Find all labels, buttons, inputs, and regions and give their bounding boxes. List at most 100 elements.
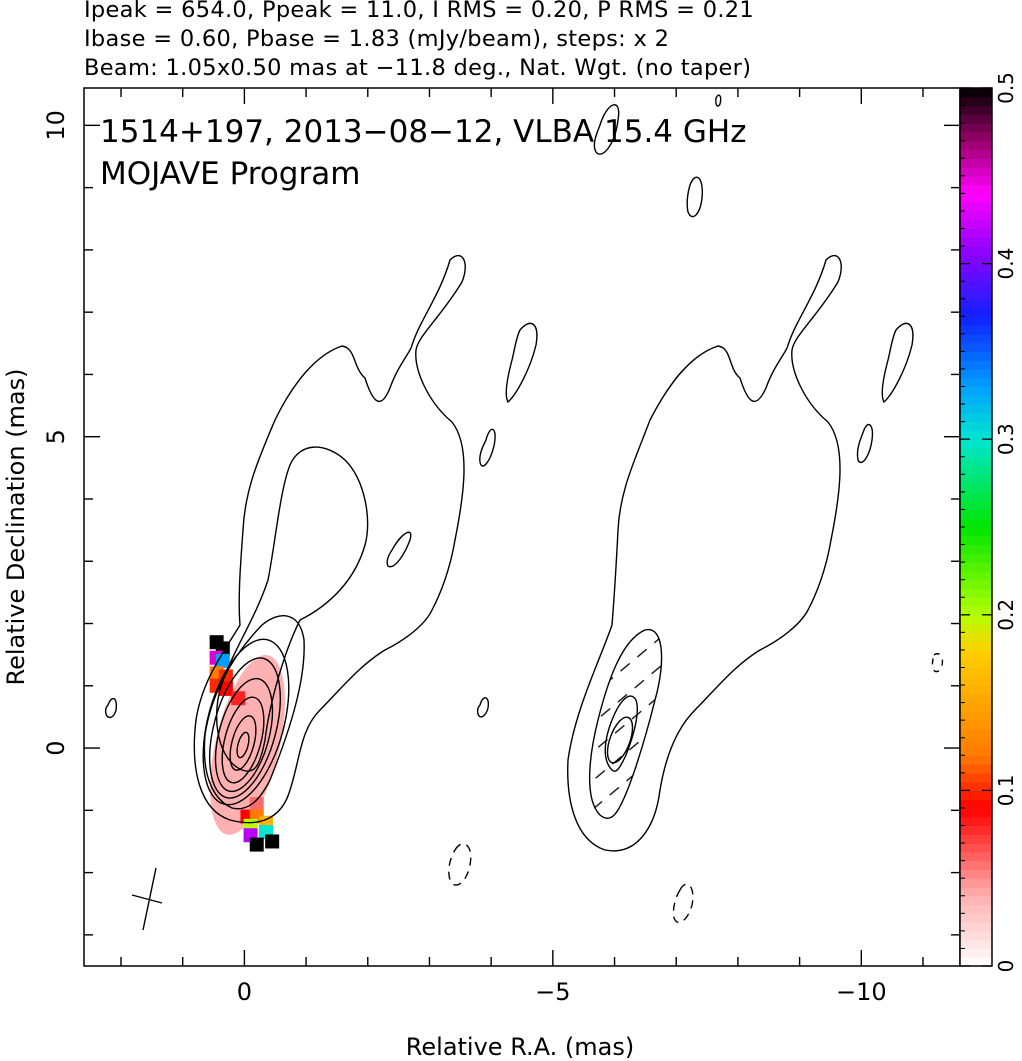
- colorbar-step: [960, 456, 992, 467]
- colorbar-step: [960, 930, 992, 941]
- colorbar-step: [960, 491, 992, 502]
- colorbar-step: [960, 123, 992, 133]
- colorbar-step: [960, 579, 992, 590]
- colorbar-step: [960, 948, 992, 958]
- colorbar-step: [960, 764, 992, 774]
- colorbar-step: [960, 878, 992, 888]
- colorbar-tick-label: 0.3: [994, 423, 1018, 455]
- colorbar-step: [960, 676, 992, 686]
- colorbar-step: [960, 922, 992, 932]
- colorbar-step: [960, 588, 992, 598]
- colorbar-step: [960, 562, 992, 572]
- colorbar-tick-label: 0.5: [994, 72, 1018, 104]
- polarization-pixel: [249, 797, 264, 812]
- colorbar-step: [960, 228, 992, 238]
- colorbar-step: [960, 325, 992, 335]
- colorbar-step: [960, 219, 992, 230]
- colorbar-tick-label: 0.2: [994, 599, 1018, 631]
- colorbar-step: [960, 465, 992, 475]
- colorbar-step: [960, 377, 992, 388]
- polarization-pixel: [231, 691, 246, 706]
- colorbar-step: [960, 886, 992, 897]
- evpa-vectors: [589, 629, 662, 819]
- axes: 0 −5 −10 0 5 10: [42, 88, 960, 1006]
- colorbar-step: [960, 412, 992, 423]
- colorbar-step: [960, 623, 992, 633]
- colorbar-step: [960, 597, 992, 607]
- colorbar-step: [960, 711, 992, 721]
- beam-marker: [131, 867, 163, 931]
- colorbar-tick-label: 0.1: [994, 774, 1018, 806]
- colorbar-step: [960, 728, 992, 739]
- colorbar-step: [960, 860, 992, 871]
- colorbar-step: [960, 869, 992, 879]
- colorbar-step: [960, 254, 992, 265]
- colorbar-step: [960, 781, 992, 791]
- outer-contour-left: [193, 254, 466, 824]
- colorbar-step: [960, 553, 992, 563]
- y-tick-label: 10: [42, 110, 70, 141]
- colorbar-step: [960, 851, 992, 862]
- colorbar-step: [960, 333, 992, 344]
- colorbar-step: [960, 184, 992, 194]
- colorbar-step: [960, 755, 992, 765]
- colorbar-step: [960, 395, 992, 405]
- colorbar-step: [960, 772, 992, 783]
- negative-contour-1: [448, 843, 472, 886]
- colorbar-step: [960, 96, 992, 107]
- colorbar-step: [960, 88, 992, 98]
- colorbar-step: [960, 430, 992, 440]
- colorbar-step: [960, 685, 992, 695]
- colorbar-step: [960, 807, 992, 818]
- colorbar-step: [960, 298, 992, 309]
- colorbar-step: [960, 790, 992, 800]
- colorbar-step: [960, 834, 992, 844]
- colorbar-tick-label: 0: [994, 960, 1018, 973]
- outer-knot-left-2: [686, 176, 704, 218]
- colorbar-step: [960, 246, 992, 256]
- isolated-knot-4: [476, 697, 490, 718]
- colorbar-step: [960, 570, 992, 581]
- colorbar-step: [960, 614, 992, 625]
- colorbar-step: [960, 518, 992, 528]
- colorbar-step: [960, 105, 992, 115]
- colorbar-step: [960, 606, 992, 616]
- chart-subtitle: MOJAVE Program: [100, 156, 360, 192]
- y-tick-label: 0: [42, 740, 70, 755]
- colorbar-step: [960, 913, 992, 923]
- colorbar-step: [960, 386, 992, 396]
- colorbar-step: [960, 667, 992, 677]
- colorbar-step: [960, 421, 992, 432]
- colorbar-step: [960, 641, 992, 651]
- colorbar-step: [960, 895, 992, 906]
- y-tick-label: 5: [42, 429, 70, 444]
- colorbar-step: [960, 702, 992, 712]
- colorbar-step: [960, 957, 992, 967]
- isolated-knot-1: [479, 428, 496, 467]
- colorbar-step: [960, 360, 992, 370]
- header-beam-line: Beam: 1.05x0.50 mas at −11.8 deg., Nat. …: [84, 55, 752, 81]
- colorbar-step: [960, 799, 992, 809]
- contours-group: [104, 94, 944, 923]
- outer-contour-right: [567, 254, 842, 852]
- core-contour-l4: [202, 638, 290, 806]
- colorbar-step: [960, 544, 992, 554]
- colorbar-step: [960, 904, 992, 914]
- colorbar-step: [960, 816, 992, 827]
- colorbar-step: [960, 483, 992, 493]
- colorbar-step: [960, 351, 992, 361]
- colorbar-step: [960, 720, 992, 730]
- header-peak-line: Ipeak = 654.0, Ppeak = 11.0, I RMS = 0.2…: [84, 0, 754, 23]
- colorbar-step: [960, 509, 992, 519]
- colorbar-tick-label: 0.4: [994, 248, 1018, 280]
- core-contour-l7: [221, 696, 265, 784]
- colorbar-step: [960, 237, 992, 247]
- colorbar-step: [960, 307, 992, 317]
- colorbar-step: [960, 527, 992, 537]
- outer-knot-left: [593, 104, 620, 155]
- colorbar-step: [960, 447, 992, 458]
- core-contour-l8: [229, 715, 257, 771]
- colorbar-step: [960, 289, 992, 300]
- y-axis-label: Relative Declination (mas): [2, 368, 30, 685]
